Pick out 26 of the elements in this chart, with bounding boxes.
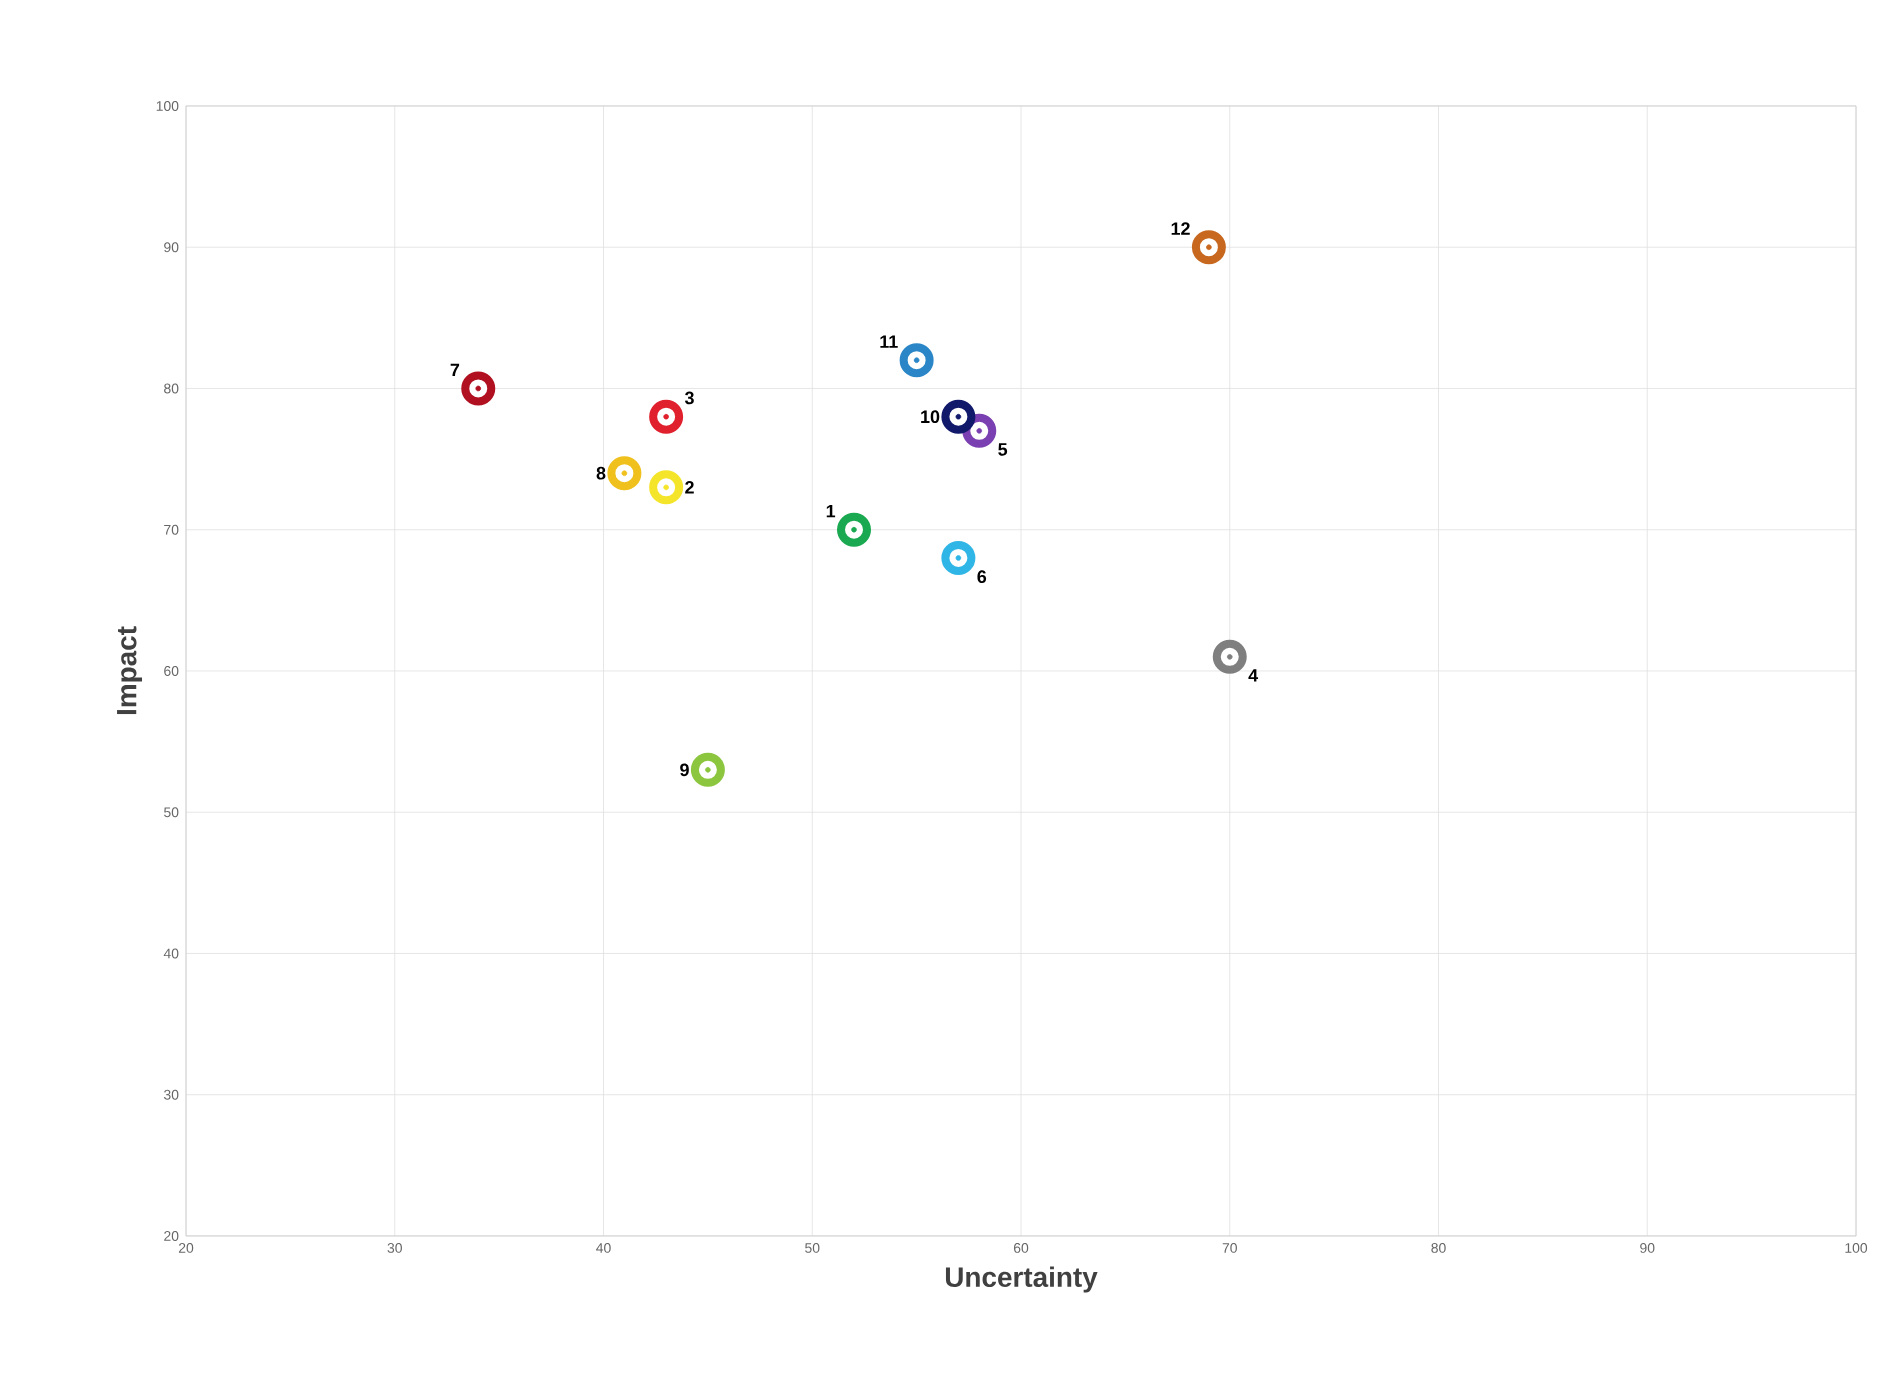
point: [461, 371, 496, 406]
series-label: 10: [921, 410, 940, 424]
point: [899, 343, 934, 378]
series-label: 11: [880, 335, 898, 348]
point: [649, 399, 684, 434]
series-label: 8: [596, 466, 606, 480]
y-axis-title: Impact: [117, 626, 143, 715]
point: [1191, 230, 1226, 265]
point: [837, 512, 872, 547]
point: [962, 413, 997, 448]
point: [1212, 639, 1247, 674]
x-axis-title: Uncertainty: [945, 1266, 1098, 1293]
series-label: 6: [977, 570, 987, 584]
series-label: 9: [680, 763, 689, 777]
point: [941, 540, 976, 575]
point: [607, 456, 642, 491]
series-label: 4: [1248, 669, 1259, 682]
series-label: 12: [1171, 222, 1190, 235]
series-label: 2: [685, 481, 694, 494]
series-label: 1: [826, 504, 836, 518]
point: [690, 752, 725, 787]
point: [649, 470, 684, 505]
series-label: 7: [450, 363, 460, 377]
point: [941, 399, 976, 434]
series-label: 5: [998, 443, 1008, 456]
series-label: 3: [684, 391, 694, 405]
